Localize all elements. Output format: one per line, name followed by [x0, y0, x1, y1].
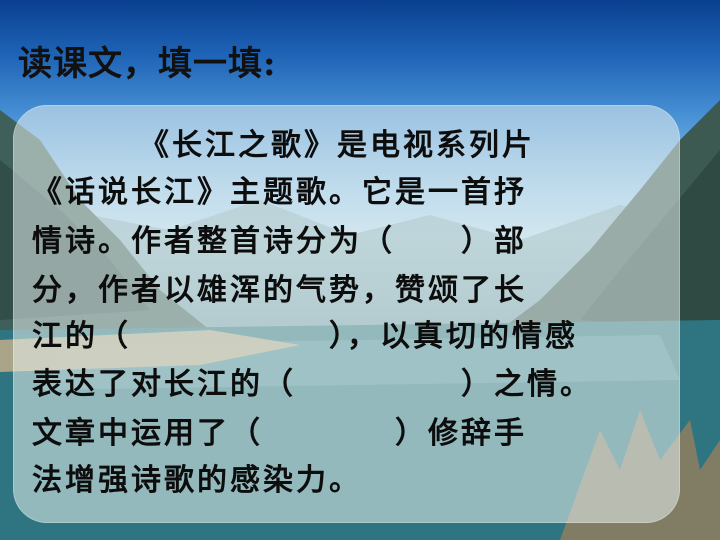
paragraph-line-4: 分，作者以雄浑的气势，赞颂了长: [32, 273, 527, 308]
paragraph-line-7: 文章中运用了（ ）修辞手: [32, 416, 527, 451]
paragraph-line-3: 情诗。作者整首诗分为（ ）部: [32, 224, 527, 259]
paragraph-line-5: 江的（ ），以真切的情感: [32, 319, 578, 354]
text-panel: [13, 105, 680, 523]
paragraph-line-6: 表达了对长江的（ ）之情。: [32, 367, 593, 402]
page-title: 读课文，填一填:: [18, 44, 277, 84]
paragraph-line-1: 《长江之歌》是电视系列片: [139, 128, 535, 163]
paragraph-line-8: 法增强诗歌的感染力。: [32, 463, 362, 498]
paragraph-line-2: 《话说长江》主题歌。它是一首抒: [32, 175, 527, 210]
